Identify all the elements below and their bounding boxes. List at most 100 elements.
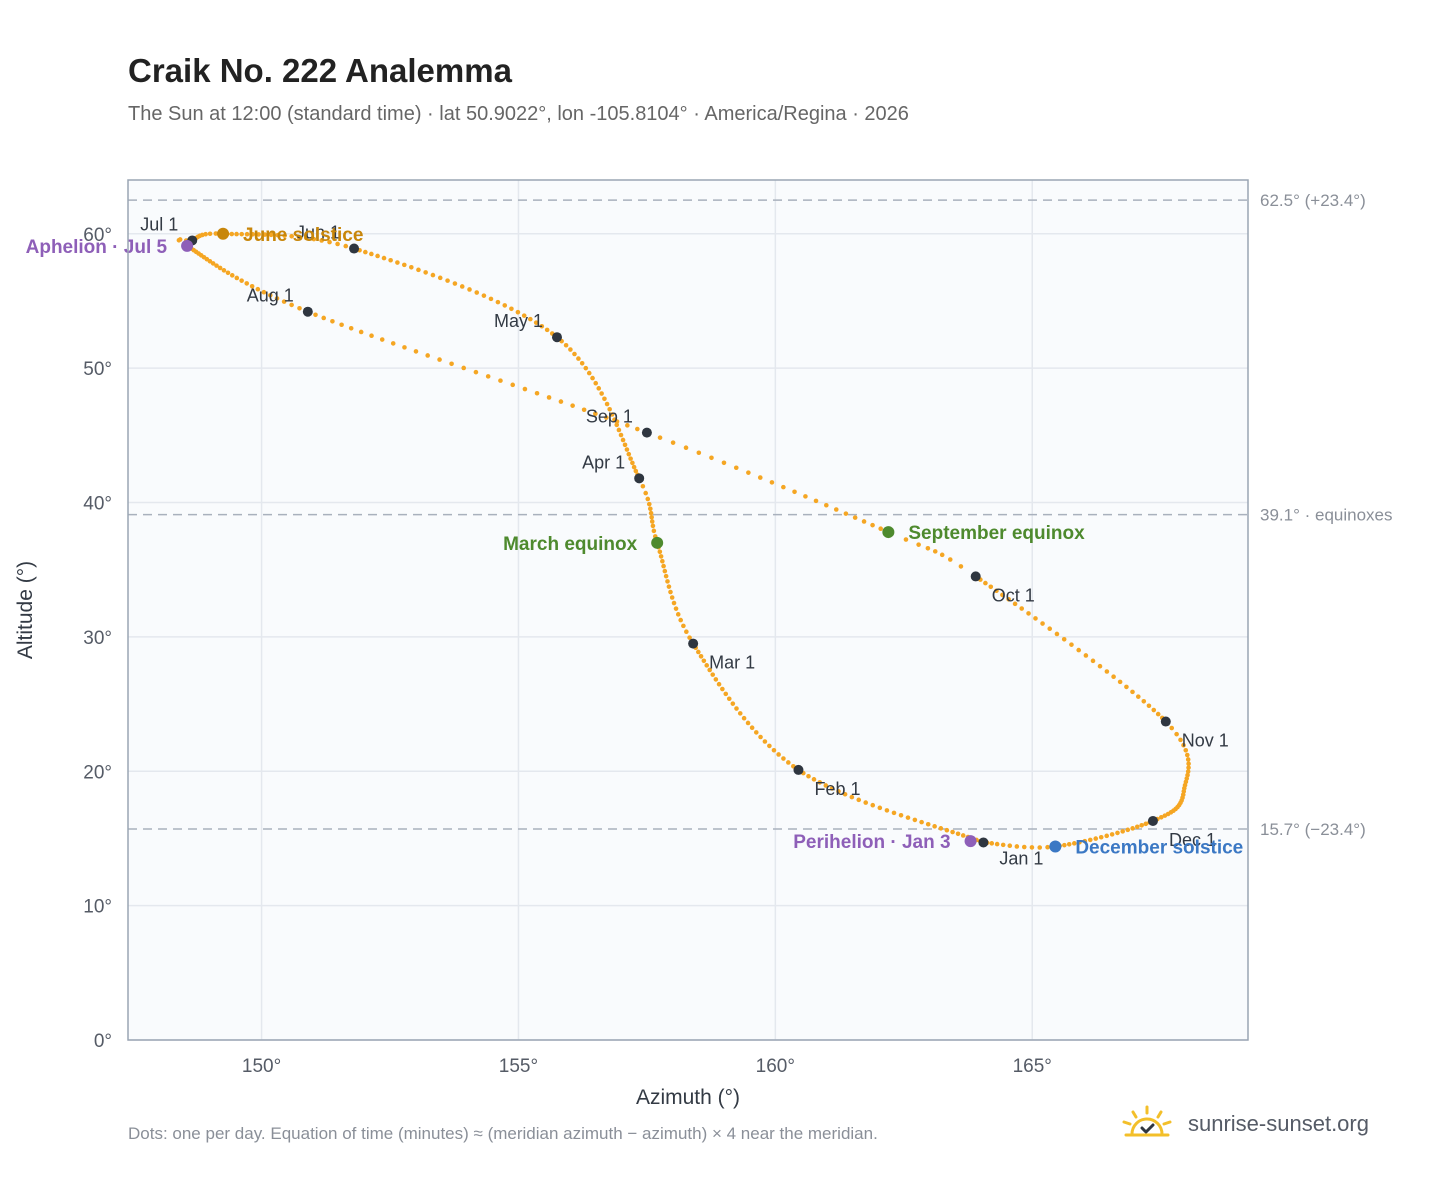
- day-dot: [842, 791, 848, 797]
- event-label: Aphelion · Jul 5: [26, 237, 168, 258]
- x-axis-label: Azimuth (°): [636, 1086, 740, 1109]
- day-dot: [313, 312, 318, 318]
- event-label: September equinox: [908, 523, 1085, 544]
- day-dot: [757, 475, 763, 480]
- day-dot: [753, 730, 759, 735]
- brand[interactable]: sunrise-sunset.org: [1120, 1102, 1369, 1146]
- day-dot: [721, 460, 727, 466]
- day-dot: [1098, 834, 1104, 840]
- day-dot: [707, 667, 712, 673]
- y-tick-label: 20°: [83, 762, 112, 783]
- day-dot: [509, 306, 514, 312]
- day-dot: [534, 390, 540, 396]
- day-dot: [261, 289, 267, 295]
- day-dot: [267, 292, 273, 298]
- day-dot: [1019, 606, 1025, 611]
- day-dot: [1155, 711, 1161, 717]
- day-dot: [1185, 769, 1191, 774]
- day-dot: [658, 554, 664, 559]
- day-dot: [813, 498, 819, 504]
- day-dot: [488, 296, 494, 302]
- day-dot: [863, 800, 869, 805]
- day-dot: [745, 720, 751, 726]
- day-dot: [776, 752, 781, 757]
- day-dot: [1183, 747, 1189, 753]
- day-dot: [274, 296, 280, 301]
- day-dot: [449, 361, 454, 367]
- day-dot: [1061, 637, 1067, 642]
- day-dot: [833, 507, 839, 512]
- day-dot: [495, 299, 501, 305]
- day-dot: [390, 341, 396, 346]
- day-dot: [1124, 684, 1129, 690]
- day-dot: [701, 658, 707, 664]
- day-dot: [586, 370, 592, 376]
- month-label: Jun 1: [296, 223, 340, 243]
- day-dot: [856, 797, 862, 803]
- day-dot: [878, 526, 883, 532]
- x-tick-label: 150°: [242, 1056, 281, 1077]
- day-dot: [983, 580, 988, 586]
- day-dot: [1178, 737, 1183, 743]
- month-marker: [1160, 716, 1171, 727]
- day-dot: [275, 232, 281, 238]
- day-dot: [423, 270, 428, 275]
- chart-subtitle: The Sun at 12:00 (standard time) · lat 5…: [128, 103, 909, 125]
- day-dot: [430, 272, 436, 278]
- day-dot: [437, 275, 443, 281]
- day-dot: [268, 232, 274, 238]
- event-marker: [964, 835, 977, 848]
- day-dot: [1083, 653, 1089, 658]
- day-dot: [515, 309, 521, 315]
- day-dot: [599, 391, 604, 396]
- month-marker: [688, 638, 699, 649]
- day-dot: [330, 319, 335, 324]
- day-dot: [698, 654, 704, 659]
- day-dot: [723, 691, 729, 697]
- day-dot: [817, 780, 823, 785]
- day-dot: [932, 549, 938, 554]
- day-dot: [375, 253, 380, 259]
- day-dot: [769, 480, 775, 485]
- day-dot: [607, 406, 612, 412]
- day-dot: [1151, 707, 1157, 713]
- day-dot: [1111, 674, 1116, 680]
- day-dot: [631, 464, 637, 470]
- day-dot: [281, 299, 287, 304]
- day-dot: [1077, 839, 1082, 845]
- day-dot: [1162, 813, 1168, 818]
- event-marker: [181, 239, 194, 252]
- day-dot: [319, 238, 324, 243]
- day-dot: [369, 251, 374, 257]
- day-dot: [1169, 725, 1175, 731]
- day-dot: [824, 502, 829, 508]
- day-dot: [620, 437, 626, 443]
- day-dot: [593, 380, 599, 386]
- day-dot: [558, 399, 564, 404]
- day-dot: [640, 483, 646, 489]
- day-dot: [648, 506, 653, 512]
- day-dot: [624, 447, 630, 452]
- event-label: Perihelion · Jan 3: [793, 832, 950, 853]
- day-dot: [836, 789, 841, 794]
- reference-line-label: 62.5° (+23.4°): [1260, 191, 1366, 210]
- day-dot: [792, 489, 797, 495]
- day-dot: [877, 805, 883, 811]
- day-dot: [696, 649, 701, 655]
- day-dot: [891, 810, 897, 816]
- month-label: Aug 1: [247, 286, 294, 306]
- day-dot: [663, 573, 669, 579]
- day-dot: [327, 239, 332, 245]
- day-dot: [932, 824, 937, 829]
- day-dot: [583, 365, 589, 371]
- day-dot: [771, 747, 777, 753]
- day-dot: [502, 303, 508, 308]
- day-dot: [1071, 841, 1077, 846]
- day-dot: [1130, 826, 1135, 831]
- day-dot: [803, 494, 808, 499]
- day-dot: [1120, 829, 1126, 834]
- date-markers: Jan 1 Feb 1 Mar 1 Apr 1 May 1 Jun 1 Jul 1 Aug 1…: [26, 214, 1244, 868]
- day-dot: [675, 612, 681, 617]
- day-dot: [781, 756, 786, 761]
- day-dot: [473, 369, 479, 375]
